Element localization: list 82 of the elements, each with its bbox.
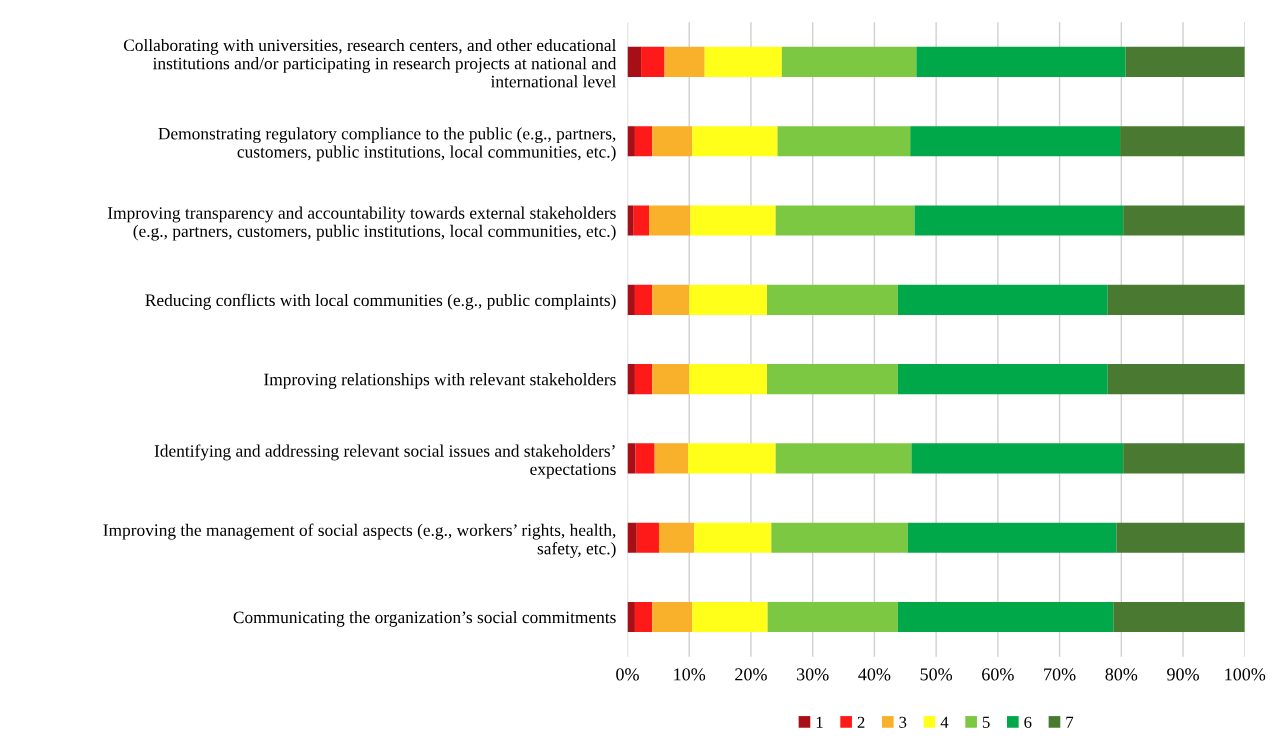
bar <box>910 126 1121 157</box>
bar <box>771 522 908 553</box>
bar <box>911 443 1124 474</box>
legend-label: 2 <box>857 716 865 728</box>
bar <box>767 601 898 633</box>
bar <box>692 601 768 633</box>
bar <box>635 443 655 474</box>
x-tick-label: 80% <box>1105 668 1138 681</box>
bar <box>1123 205 1245 236</box>
x-tick-label: 100% <box>1225 668 1266 681</box>
bar <box>689 284 767 315</box>
bar <box>767 364 898 395</box>
legend-label: 5 <box>982 716 990 728</box>
x-tick-label: 50% <box>920 668 953 681</box>
x-tick-label: 60% <box>982 668 1014 681</box>
bar <box>690 205 776 236</box>
bar <box>781 46 917 77</box>
y-tick-label: Reducing conflicts with local communities (e.g., public complaints) <box>145 293 616 310</box>
bar <box>897 284 1108 315</box>
bar <box>897 601 1114 633</box>
bar <box>694 522 772 553</box>
bar <box>1120 126 1245 157</box>
bar <box>1107 364 1245 395</box>
bar <box>897 364 1108 395</box>
x-tick-label: 30% <box>797 668 829 681</box>
y-tick-label: Demonstrating regulatory compliance to the public (e.g., partners, customers, public institutions, local communities, etc.) <box>158 127 616 162</box>
x-tick-label: 90% <box>1167 668 1199 681</box>
y-tick-label: Improving relationships with relevant stakeholders <box>264 373 616 389</box>
bar <box>627 126 635 157</box>
bar <box>692 126 778 157</box>
bar <box>652 126 693 157</box>
bar <box>634 601 653 633</box>
bar <box>636 522 659 553</box>
x-tick-label: 20% <box>735 668 767 681</box>
x-tick-label: 10% <box>674 668 706 681</box>
legend-label: 6 <box>1024 716 1032 728</box>
bar <box>1116 522 1245 553</box>
legend-label: 3 <box>899 716 907 728</box>
bar <box>654 443 688 474</box>
bar <box>704 46 782 77</box>
bar <box>652 284 690 315</box>
bar <box>914 205 1124 236</box>
bar <box>652 364 690 395</box>
bar <box>652 601 693 633</box>
bar <box>1125 46 1245 77</box>
bar <box>916 46 1126 77</box>
legend-label: 4 <box>940 716 949 728</box>
y-tick-label: Improving the management of social aspects (e.g., workers’ rights, health, safety, etc.) <box>103 523 616 559</box>
x-tick-label: 40% <box>858 668 891 681</box>
bar <box>627 522 637 553</box>
bar <box>664 46 705 77</box>
y-tick-label: Improving transparency and accountability towards external stakeholders (e.g., partners, customers, public institutions, local communities, etc.) <box>107 206 616 241</box>
bar <box>627 284 635 315</box>
bar <box>634 126 653 157</box>
x-tick-label: 70% <box>1044 668 1076 681</box>
bar <box>1107 284 1245 315</box>
legend-label: 7 <box>1066 716 1074 728</box>
bar <box>627 601 635 633</box>
bar <box>627 443 636 474</box>
y-tick-label: Identifying and addressing relevant social issues and stakeholders’ expectations <box>154 444 616 479</box>
bar <box>1123 443 1245 474</box>
bar <box>634 364 653 395</box>
x-tick-label: 0% <box>616 668 639 681</box>
bar <box>633 205 650 236</box>
bar <box>1113 601 1245 633</box>
y-tick-label: Collaborating with universities, research centers, and other educational institutions and/or participating in research projects at national and international level <box>123 38 617 88</box>
bar <box>907 522 1117 553</box>
legend-label: 1 <box>816 716 823 728</box>
bar <box>649 205 691 236</box>
y-tick-label: Communicating the organization’s social commitments <box>233 611 616 627</box>
bar <box>775 205 915 236</box>
bar <box>775 443 912 474</box>
bar <box>777 126 911 157</box>
bar <box>627 205 634 236</box>
bar <box>641 46 665 77</box>
bar <box>767 284 898 315</box>
bar <box>689 364 767 395</box>
bar <box>627 364 635 395</box>
bar <box>687 443 776 474</box>
bar <box>658 522 695 553</box>
bar <box>627 46 642 77</box>
bar <box>634 284 653 315</box>
